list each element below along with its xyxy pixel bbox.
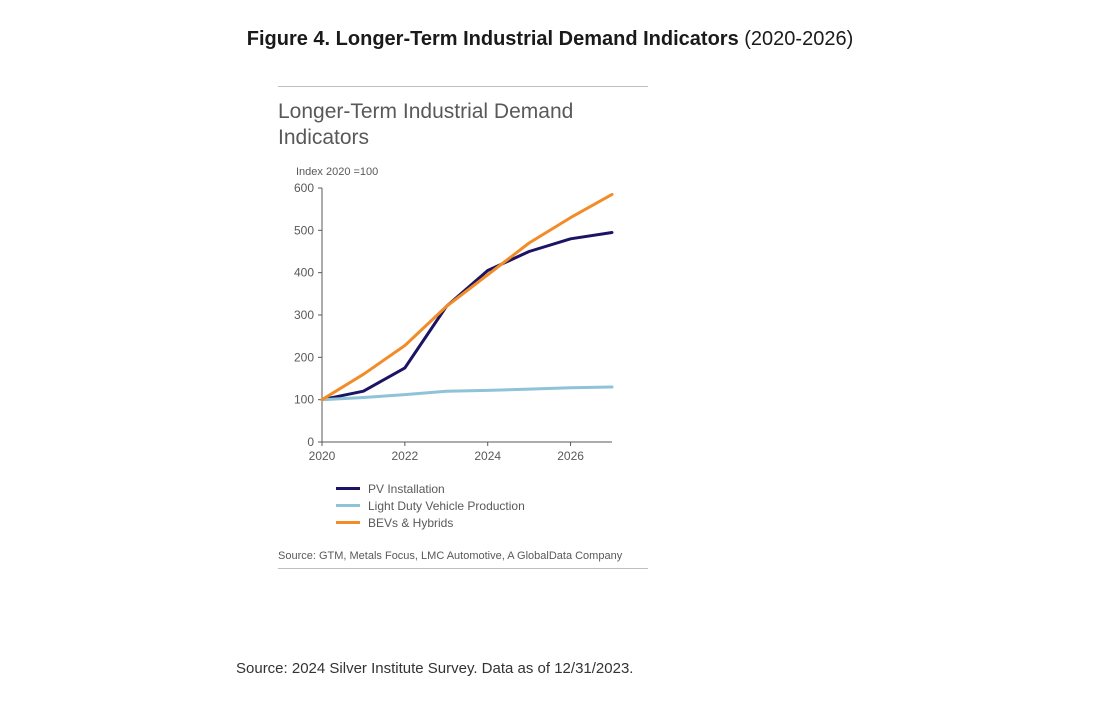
svg-text:200: 200 <box>294 350 314 364</box>
index-caption: Index 2020 =100 <box>296 166 648 178</box>
outer-source: Source: 2024 Silver Institute Survey. Da… <box>236 660 633 677</box>
legend-item-ldv: Light Duty Vehicle Production <box>336 499 648 513</box>
figure-title: Figure 4. Longer-Term Industrial Demand … <box>0 28 1100 51</box>
svg-text:500: 500 <box>294 223 314 237</box>
figure-title-rest: (2020-2026) <box>739 28 854 50</box>
svg-text:0: 0 <box>307 435 314 449</box>
legend-label-bev: BEVs & Hybrids <box>368 516 453 530</box>
svg-text:2026: 2026 <box>557 449 584 463</box>
svg-text:2020: 2020 <box>309 449 336 463</box>
chart-svg: 0 100 200 300 400 500 600 2020 2022 2024 2026 <box>278 182 618 472</box>
legend-item-pv: PV Installation <box>336 482 648 496</box>
svg-text:100: 100 <box>294 392 314 406</box>
divider-top <box>278 86 648 87</box>
legend-label-ldv: Light Duty Vehicle Production <box>368 499 525 513</box>
legend-swatch-ldv <box>336 504 360 507</box>
inner-source: Source: GTM, Metals Focus, LMC Automotiv… <box>278 548 648 570</box>
chart-card: Longer-Term Industrial Demand Indicators… <box>278 86 648 569</box>
legend-label-pv: PV Installation <box>368 482 445 496</box>
svg-text:2022: 2022 <box>392 449 419 463</box>
svg-text:400: 400 <box>294 265 314 279</box>
figure-title-bold: Figure 4. Longer-Term Industrial Demand … <box>247 28 739 50</box>
chart-title: Longer-Term Industrial Demand Indicators <box>278 99 648 152</box>
svg-text:2024: 2024 <box>474 449 501 463</box>
legend-item-bev: BEVs & Hybrids <box>336 516 648 530</box>
svg-text:300: 300 <box>294 308 314 322</box>
legend-swatch-bev <box>336 521 360 524</box>
legend: PV Installation Light Duty Vehicle Produ… <box>336 482 648 530</box>
line-chart: 0 100 200 300 400 500 600 2020 2022 2024 2026 <box>278 182 618 472</box>
svg-text:600: 600 <box>294 182 314 195</box>
legend-swatch-pv <box>336 487 360 490</box>
